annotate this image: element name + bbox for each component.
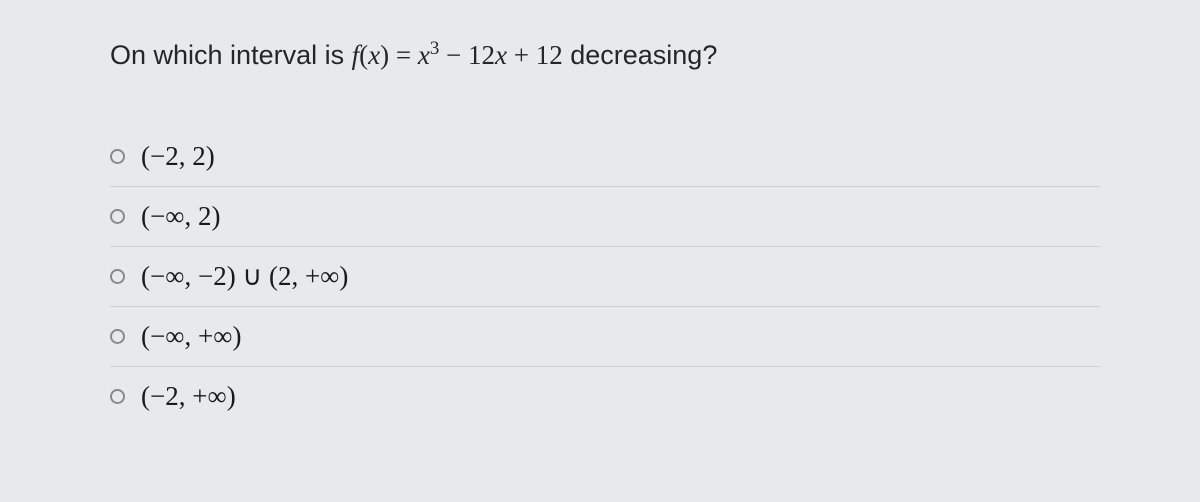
term1-exp: 3 [430, 38, 439, 59]
func-name: f [352, 40, 360, 70]
term2-var: x [495, 40, 507, 70]
func-arg: x [368, 40, 380, 70]
question-prefix: On which interval is [110, 40, 344, 70]
question-suffix: decreasing? [563, 40, 718, 70]
option-label: (−∞, −2) ∪ (2, +∞) [141, 261, 348, 292]
radio-icon[interactable] [110, 149, 125, 164]
plus: + [507, 40, 536, 70]
minus: − [439, 40, 468, 70]
radio-icon[interactable] [110, 389, 125, 404]
option-row[interactable]: (−2, +∞) [110, 367, 1100, 426]
equals: = [389, 40, 418, 70]
term2: 12 [468, 40, 495, 70]
question-text: On which interval is f(x) = x3 − 12x + 1… [110, 40, 1100, 71]
option-row[interactable]: (−∞, +∞) [110, 307, 1100, 367]
question-container: On which interval is f(x) = x3 − 12x + 1… [110, 40, 1100, 426]
paren-open: ( [359, 40, 368, 70]
term1-base: x [418, 40, 430, 70]
paren-close: ) [380, 40, 389, 70]
options-list: (−2, 2) (−∞, 2) (−∞, −2) ∪ (2, +∞) (−∞, … [110, 127, 1100, 426]
radio-icon[interactable] [110, 209, 125, 224]
option-row[interactable]: (−∞, −2) ∪ (2, +∞) [110, 247, 1100, 307]
term3: 12 [536, 40, 563, 70]
radio-icon[interactable] [110, 329, 125, 344]
option-label: (−∞, +∞) [141, 321, 241, 352]
option-row[interactable]: (−2, 2) [110, 127, 1100, 187]
option-row[interactable]: (−∞, 2) [110, 187, 1100, 247]
option-label: (−2, +∞) [141, 381, 236, 412]
option-label: (−∞, 2) [141, 201, 220, 232]
radio-icon[interactable] [110, 269, 125, 284]
option-label: (−2, 2) [141, 141, 215, 172]
